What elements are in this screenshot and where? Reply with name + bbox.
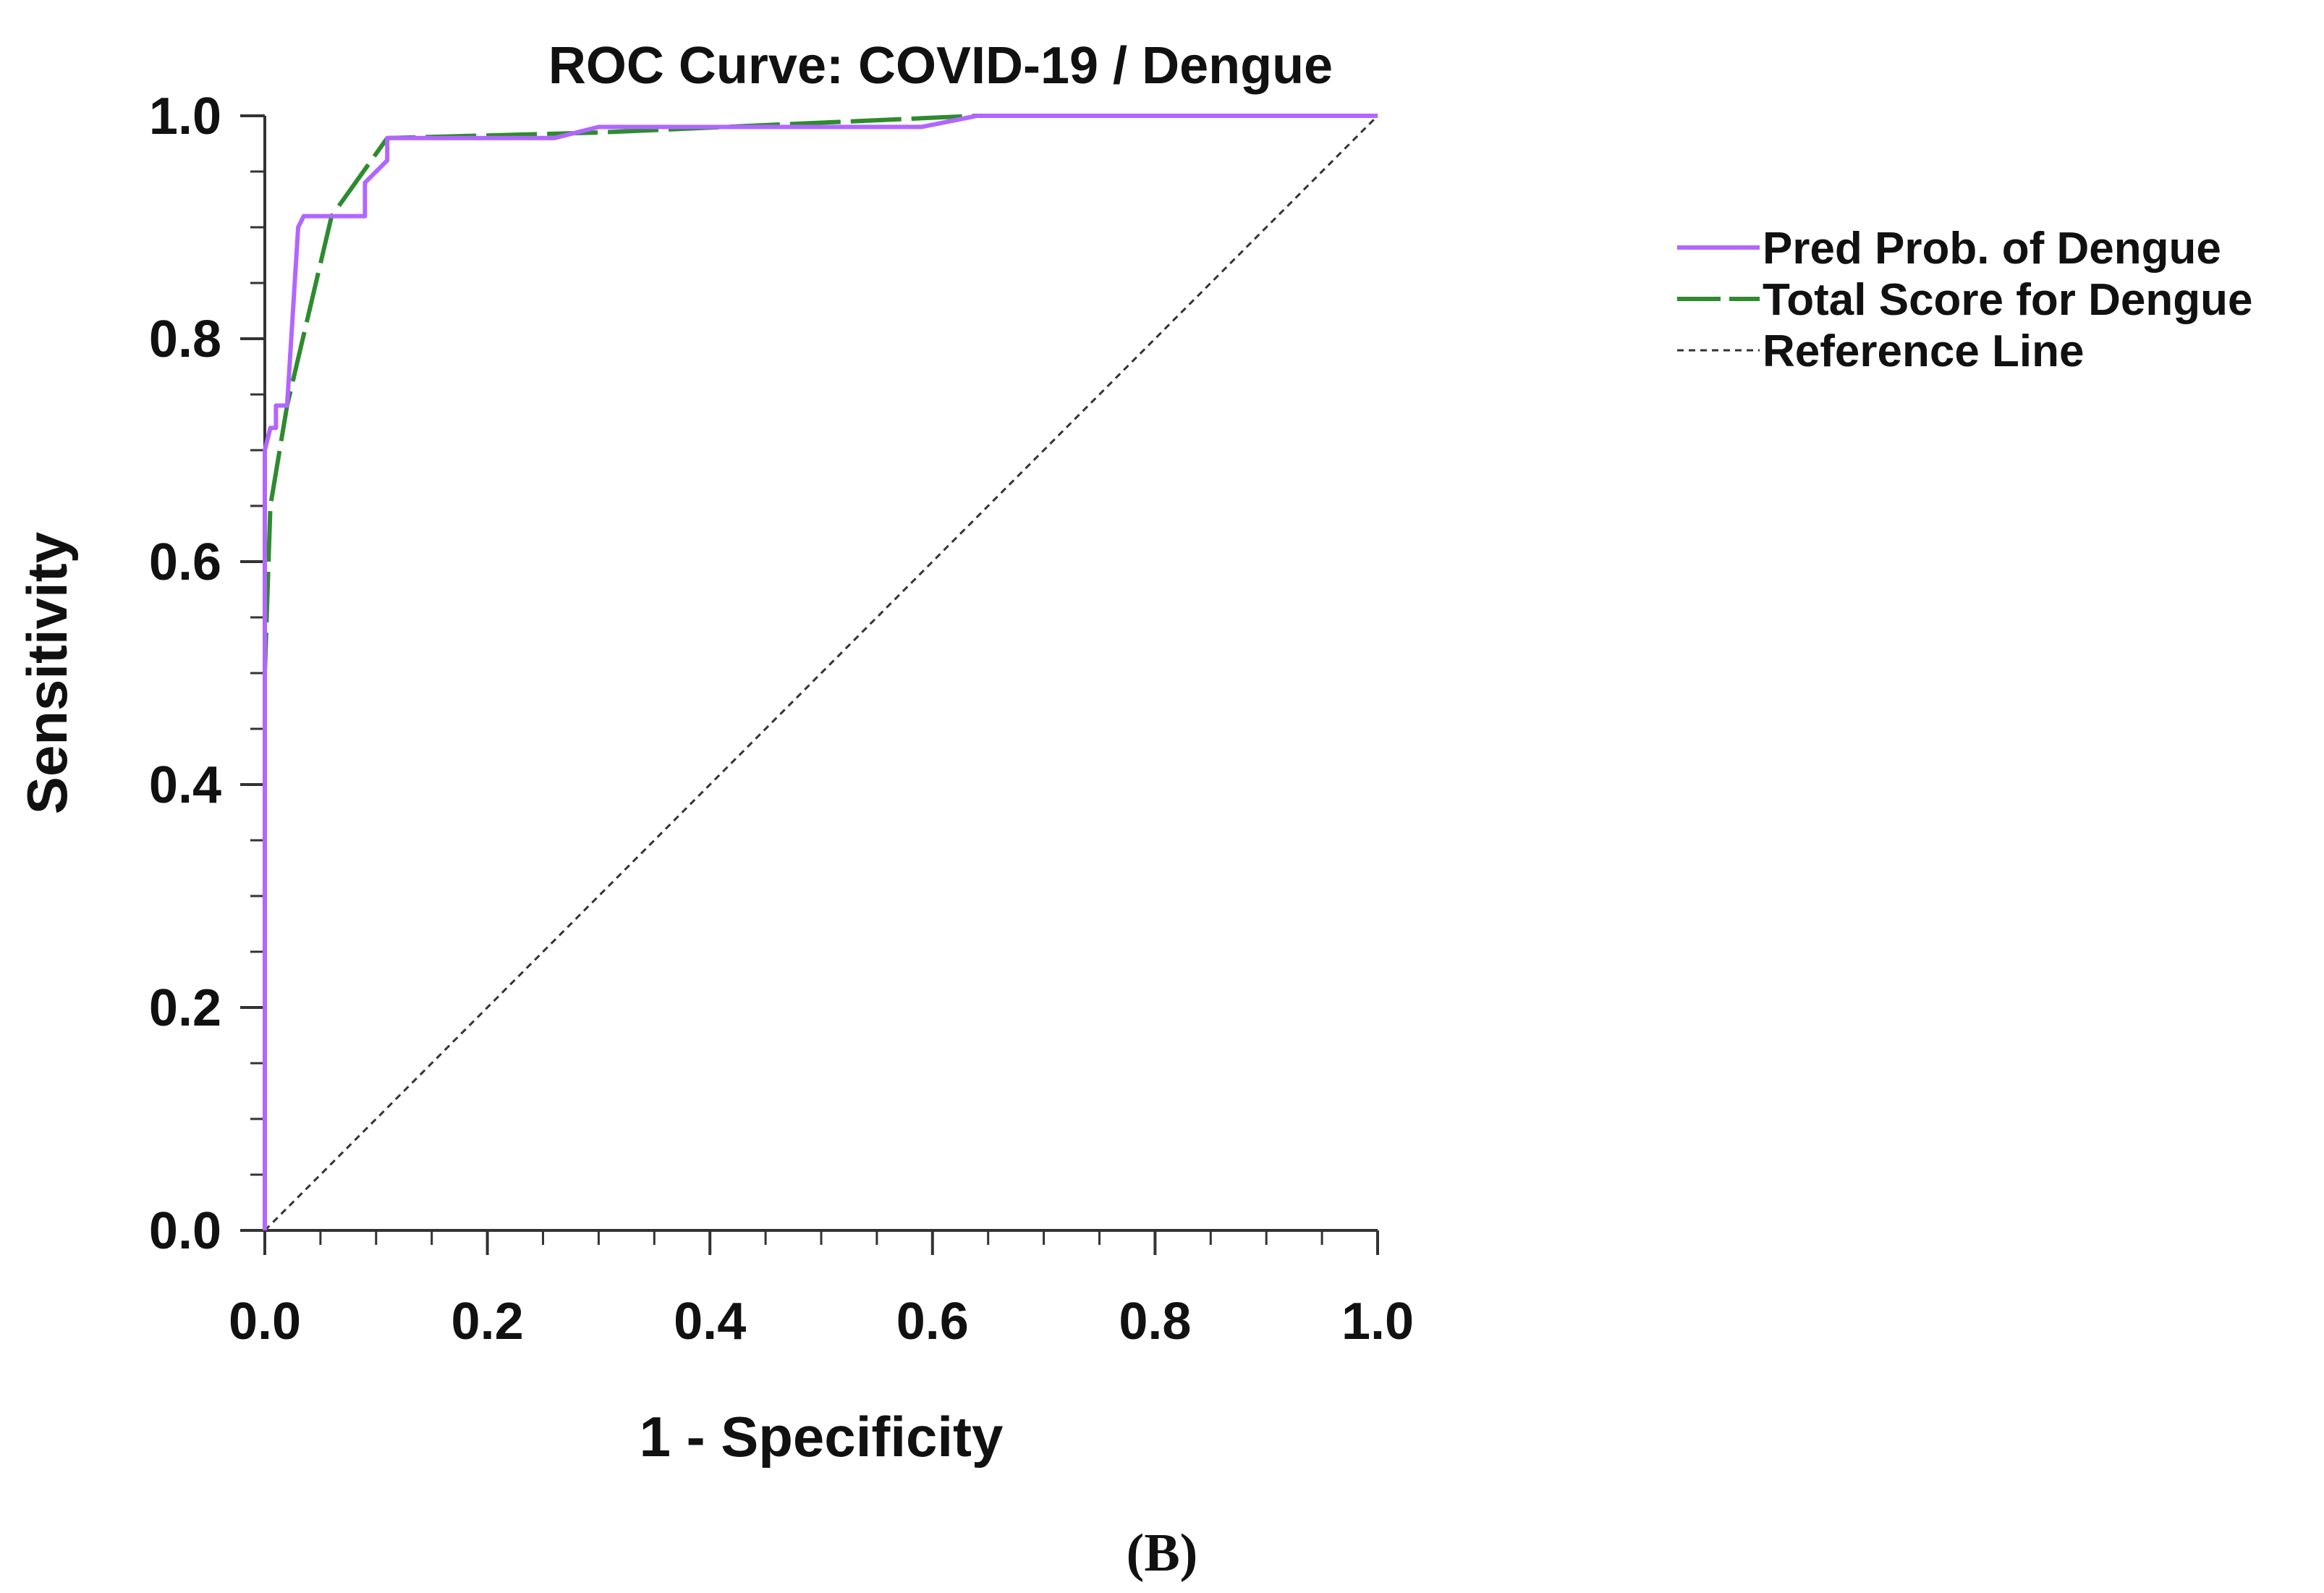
y-tick-label: 0.6 <box>149 533 221 591</box>
series-line-pred-prob-of-dengue <box>263 114 1378 1230</box>
y-tick-label: 0.2 <box>149 979 221 1037</box>
x-tick-label: 1.0 <box>1341 1293 1414 1351</box>
x-tick-label: 0.2 <box>451 1293 524 1351</box>
chart-title: ROC Curve: COVID-19 / Dengue <box>548 37 1333 95</box>
legend-label-pred-prob-of-dengue: Pred Prob. of Dengue <box>1763 224 2221 274</box>
x-axis-label: 1 - Specificity <box>640 1405 1004 1469</box>
x-tick-label: 0.6 <box>896 1293 969 1351</box>
legend-label-reference-line: Reference Line <box>1763 326 2085 376</box>
ticks <box>240 114 1379 1255</box>
y-tick-label: 1.0 <box>149 88 221 145</box>
x-tick-label: 0.4 <box>674 1293 746 1351</box>
y-tick-label: 0.0 <box>149 1202 221 1260</box>
x-tick-labels: 0.0 0.2 0.4 0.6 0.8 1.0 <box>229 1293 1414 1351</box>
y-tick-labels: 0.0 0.2 0.4 0.6 0.8 1.0 <box>149 88 221 1260</box>
x-tick-label: 0.8 <box>1119 1293 1191 1351</box>
x-tick-label: 0.0 <box>229 1293 301 1351</box>
y-axis-label: Sensitivity <box>15 532 79 814</box>
panel-label: (B) <box>1127 1524 1198 1583</box>
legend-label-total-score-for-dengue: Total Score for Dengue <box>1763 275 2253 325</box>
y-tick-label: 0.8 <box>149 310 221 368</box>
series-line-reference-line <box>263 114 1379 1232</box>
y-tick-label: 0.4 <box>149 756 221 814</box>
series-line-total-score-for-dengue <box>263 114 1378 1230</box>
series-lines <box>263 114 1379 1232</box>
